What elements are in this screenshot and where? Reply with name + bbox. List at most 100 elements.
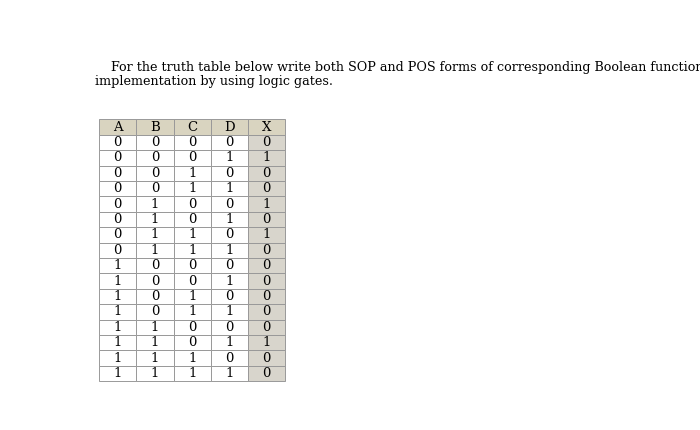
Bar xyxy=(248,181,285,197)
Text: 0: 0 xyxy=(150,275,159,288)
Text: 0: 0 xyxy=(113,228,122,241)
Text: 0: 0 xyxy=(262,244,271,257)
Bar xyxy=(211,319,248,335)
Text: 0: 0 xyxy=(150,151,159,164)
Bar xyxy=(99,197,136,212)
Text: 0: 0 xyxy=(262,259,271,272)
Bar xyxy=(174,273,211,289)
Text: 1: 1 xyxy=(150,336,159,349)
Text: 0: 0 xyxy=(262,182,271,195)
Bar xyxy=(174,150,211,166)
Bar xyxy=(136,366,174,381)
Bar xyxy=(136,197,174,212)
Bar xyxy=(99,150,136,166)
Bar xyxy=(174,258,211,273)
Bar xyxy=(136,289,174,304)
Text: 1: 1 xyxy=(225,336,234,349)
Text: 0: 0 xyxy=(262,305,271,318)
Text: 1: 1 xyxy=(188,228,196,241)
Text: 0: 0 xyxy=(113,167,122,180)
Text: 0: 0 xyxy=(188,136,196,149)
Text: 1: 1 xyxy=(225,244,234,257)
Text: 0: 0 xyxy=(188,197,196,211)
Bar xyxy=(211,227,248,243)
Bar xyxy=(211,350,248,366)
Text: 1: 1 xyxy=(188,290,196,303)
Text: 0: 0 xyxy=(113,213,122,226)
Bar xyxy=(248,135,285,150)
Text: 0: 0 xyxy=(150,290,159,303)
Text: 0: 0 xyxy=(262,367,271,380)
Bar xyxy=(248,304,285,319)
Bar xyxy=(248,197,285,212)
Text: 0: 0 xyxy=(225,290,234,303)
Text: 1: 1 xyxy=(225,151,234,164)
Bar xyxy=(248,366,285,381)
Bar xyxy=(248,319,285,335)
Bar xyxy=(211,289,248,304)
Bar xyxy=(99,289,136,304)
Bar xyxy=(211,366,248,381)
Text: 1: 1 xyxy=(188,182,196,195)
Bar xyxy=(99,366,136,381)
Text: 0: 0 xyxy=(188,151,196,164)
Bar xyxy=(136,243,174,258)
Text: 0: 0 xyxy=(113,182,122,195)
Bar xyxy=(136,258,174,273)
Bar xyxy=(99,273,136,289)
Bar xyxy=(174,289,211,304)
Text: 1: 1 xyxy=(113,336,122,349)
Text: 1: 1 xyxy=(225,275,234,288)
Bar xyxy=(99,304,136,319)
Bar xyxy=(136,350,174,366)
Bar xyxy=(174,304,211,319)
Bar xyxy=(248,166,285,181)
Text: 0: 0 xyxy=(188,336,196,349)
Bar xyxy=(99,212,136,227)
Bar xyxy=(248,350,285,366)
Text: 1: 1 xyxy=(188,305,196,318)
Bar xyxy=(136,304,174,319)
Bar xyxy=(174,166,211,181)
Bar xyxy=(136,335,174,350)
Bar xyxy=(174,366,211,381)
Bar xyxy=(99,350,136,366)
Text: 0: 0 xyxy=(262,321,271,334)
Text: 0: 0 xyxy=(225,167,234,180)
Bar xyxy=(99,135,136,150)
Text: 1: 1 xyxy=(262,197,271,211)
Text: A: A xyxy=(113,120,122,134)
Text: 0: 0 xyxy=(113,244,122,257)
Bar xyxy=(99,319,136,335)
Text: 0: 0 xyxy=(113,197,122,211)
Text: 1: 1 xyxy=(150,213,159,226)
Bar xyxy=(211,166,248,181)
Bar xyxy=(248,289,285,304)
Text: 0: 0 xyxy=(225,321,234,334)
Text: implementation by using logic gates.: implementation by using logic gates. xyxy=(95,75,333,88)
Text: 0: 0 xyxy=(150,182,159,195)
Text: 1: 1 xyxy=(113,321,122,334)
Text: 0: 0 xyxy=(225,259,234,272)
Bar xyxy=(99,166,136,181)
Text: 0: 0 xyxy=(262,167,271,180)
Bar xyxy=(174,227,211,243)
Text: 1: 1 xyxy=(188,367,196,380)
Bar xyxy=(211,243,248,258)
Bar xyxy=(99,227,136,243)
Text: 1: 1 xyxy=(262,336,271,349)
Text: 0: 0 xyxy=(113,151,122,164)
Bar xyxy=(174,335,211,350)
Text: 1: 1 xyxy=(262,228,271,241)
Text: 0: 0 xyxy=(150,305,159,318)
Bar xyxy=(99,243,136,258)
Bar xyxy=(211,135,248,150)
Bar xyxy=(136,120,174,135)
Text: 0: 0 xyxy=(188,259,196,272)
Bar xyxy=(174,212,211,227)
Text: D: D xyxy=(224,120,234,134)
Bar xyxy=(211,273,248,289)
Text: 1: 1 xyxy=(225,305,234,318)
Text: 1: 1 xyxy=(262,151,271,164)
Bar xyxy=(174,197,211,212)
